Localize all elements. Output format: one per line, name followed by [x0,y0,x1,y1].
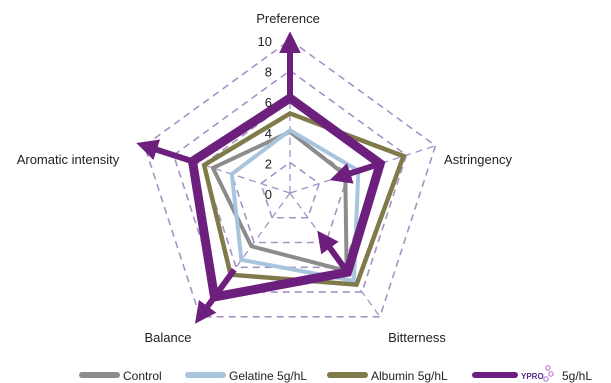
series-line [187,92,386,303]
arrow [329,161,379,184]
arrow [136,139,194,165]
tick-label: 4 [265,126,272,141]
tick-label: 8 [265,65,272,80]
tick-label: 10 [258,34,272,49]
axis-label: Astringency [444,152,512,167]
tick-label: 0 [265,187,272,202]
tick-label: 2 [265,156,272,171]
radar-series [187,92,407,303]
axis-label: Bitterness [388,330,446,345]
tick-label: 6 [265,95,272,110]
axis-label: Preference [256,11,320,26]
arrow [194,267,237,324]
logo-glyph-icon [548,371,554,377]
legend-label: Control [123,369,162,383]
grid-spoke [199,192,291,318]
grid-ring [143,39,437,318]
legend-label: 5g/hL [562,369,592,383]
grid-spoke [144,145,291,194]
axis-label: Aromatic intensity [17,152,120,167]
legend-label: Gelatine 5g/hL [229,369,307,383]
radar-labels: Preference Astringency Bitterness Balance Ar… [17,11,513,345]
legend-label: Albumin 5g/hL [371,369,448,383]
logo-glyph-icon [545,365,551,371]
radar-arrows [136,31,379,324]
axis-label: Balance [145,330,192,345]
ypro-logo: YPRO [521,372,544,381]
arrow [317,230,350,274]
grid-ring [259,161,321,219]
legend: Control Gelatine 5g/hL Albumin 5g/hL 5g/hL Y… [79,365,592,383]
logo-glyph-icon [543,376,549,382]
